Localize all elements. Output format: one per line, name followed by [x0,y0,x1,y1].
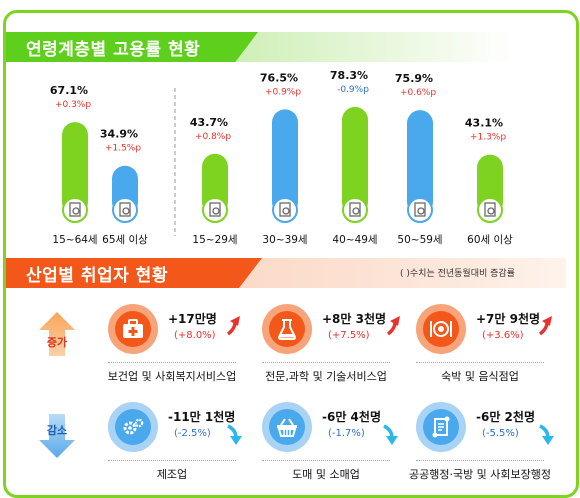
scroll-icon [423,409,459,445]
industry-item-science: +8만 3천명 (+7.5%) 전문,과학 및 기술서비스업 [262,304,402,384]
category-label: 30~39세 [262,234,307,246]
increase-badge: 증가 [38,312,76,356]
change-label: +1.5%p [105,144,141,154]
bar-icon-circle [272,197,298,223]
icon-ring [416,304,466,354]
bar-icon-circle [202,197,228,223]
industry-change: (-2.5%) [174,428,211,439]
industry-item-lodging: +7만 9천명 (+3.6%) 숙박 및 음식점업 [416,304,556,384]
bar-icon-circle [112,197,138,223]
divider [416,460,544,461]
divider [108,460,236,461]
change-label: +0.8%p [195,132,231,142]
divider [262,460,390,461]
value-label: 76.5% [260,71,298,84]
industry-name: 숙박 및 음식점업 [441,370,519,383]
change-label: +0.6%p [400,88,436,98]
basket-icon [269,409,305,445]
industry-name: 전문,과학 및 기술서비스업 [265,370,387,383]
category-label: 60세 이상 [467,234,513,246]
person-document-icon [484,202,496,217]
change-label: +0.3%p [55,100,91,110]
person-search-icon [119,202,131,217]
industry-item-manufacturing: -11만 1천명 (-2.5%) 제조업 [108,402,248,482]
bar-5 [342,106,368,215]
bar-icon-circle [407,197,433,223]
industry-name: 도매 및 소매업 [292,468,360,481]
change-label: +0.9%p [265,87,301,97]
decrease-badge: 감소 [38,414,76,458]
value-label: 43.1% [465,117,503,130]
value-label: 67.1% [50,84,88,97]
person-document-icon [279,202,291,217]
industry-name: 보건업 및 사회복지서비스업 [107,370,237,383]
category-label: 50~59세 [397,234,442,246]
industry-item-health: +17만명 (+8.0%) 보건업 및 사회복지서비스업 [108,304,248,384]
icon-ring [262,402,312,452]
bar-icon-circle [477,197,503,223]
down-trend-arrow-icon [539,424,554,445]
divider [108,362,236,363]
industry-change: (+7.5%) [328,330,370,341]
up-trend-arrow-icon [226,316,240,336]
change-rate-note: ( )수치는 전년동월대비 증감률 [400,269,515,279]
down-arrow-icon [39,414,75,458]
industry-value: -6만 4천명 [322,410,381,424]
industry-change: (+3.6%) [482,330,524,341]
bar-icon-circle [62,197,88,223]
increase-label: 증가 [46,336,68,349]
industry-value: +7만 9천명 [476,312,541,326]
industry-change: (-5.5%) [482,428,519,439]
value-label: 78.3% [330,69,368,82]
age-section-title: 연령계층별 고용률 현황 [6,32,258,62]
bar-6 [407,110,433,215]
category-label: 15~29세 [192,234,237,246]
industry-section-title: 산업별 취업자 현황 [6,258,262,288]
change-label: +1.3%p [470,133,506,143]
industry-change: (-1.7%) [328,428,365,439]
category-label: 15~64세 [52,234,97,246]
change-label: -0.9%p [337,85,369,95]
person-document-icon [69,202,81,217]
down-trend-arrow-icon [383,424,398,445]
icon-ring [108,304,158,354]
decrease-label: 감소 [46,424,68,437]
industry-item-wholesale: -6만 4천명 (-1.7%) 도매 및 소매업 [262,402,402,482]
value-label: 34.9% [100,128,138,141]
industry-item-public-admin: -6만 2천명 (-5.5%) 공공행정·국방 및 사회보장행정 [409,402,556,482]
divider [416,362,544,363]
icon-ring [416,402,466,452]
bar-1 [62,122,88,215]
industry-value: -6만 2천명 [476,410,535,424]
up-trend-arrow-icon [386,316,400,336]
up-trend-arrow-icon [538,316,552,336]
up-arrow-icon [39,312,75,356]
industry-value: -11만 1천명 [168,410,236,424]
value-label: 43.7% [190,116,228,129]
age-section-banner-fade [226,32,566,62]
plate-cutlery-icon [423,311,459,347]
icon-ring [262,304,312,354]
industry-name: 공공행정·국방 및 사회보장행정 [408,468,552,481]
industry-name: 제조업 [156,468,188,481]
bar-icon-circle [342,197,368,223]
industry-change: (+8.0%) [174,330,216,341]
bar-4 [272,109,298,215]
down-trend-arrow-icon [227,424,242,445]
industry-value: +8만 3천명 [322,312,387,326]
person-document-icon [414,202,426,217]
category-label: 40~49세 [332,234,377,246]
flask-icon [269,311,305,347]
person-document-icon [209,202,221,217]
icon-ring [108,402,158,452]
age-employment-chart: 67.1% +0.3%p 15~64세 34.9% +1.5%p 65세 이상 43.7% +… [50,69,513,246]
industry-value: +17만명 [168,312,217,326]
category-label: 65세 이상 [102,234,148,246]
first-aid-kit-icon [115,311,151,347]
person-document-icon [349,202,361,217]
divider [262,362,390,363]
value-label: 75.9% [395,72,433,85]
gears-icon [115,409,151,445]
industry-section-banner-fade [230,258,566,288]
